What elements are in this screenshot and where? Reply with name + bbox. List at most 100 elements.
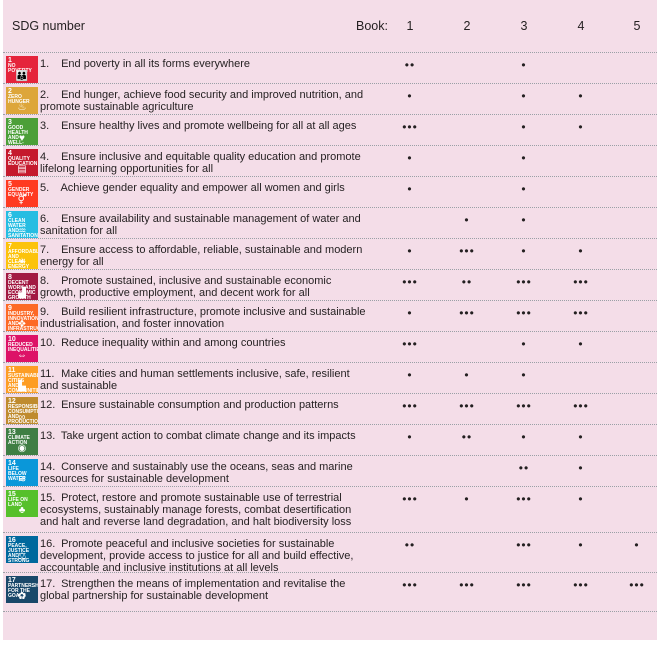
book-2-marker: • <box>464 368 470 382</box>
book-3-marker: • <box>521 213 527 227</box>
book-column-2: 2 <box>463 19 471 33</box>
goal-number: 5. <box>40 182 50 194</box>
book-1-marker: • <box>407 182 413 196</box>
table-row: 12RESPONSIBLE CONSUMPTION AND PRODUCTION… <box>3 393 657 424</box>
book-3-marker: • <box>521 151 527 165</box>
book-4-marker: ••• <box>573 306 589 320</box>
goal-number: 14. <box>40 461 56 473</box>
sdg-table-background <box>3 0 657 640</box>
sdg-tile-number: 15 <box>8 491 16 498</box>
sdg-tile-label: PARTNERSHIPS FOR THE GOALS <box>8 583 38 599</box>
sdg-tile-number: 6 <box>8 212 12 219</box>
fish-icon: ≋ <box>17 474 27 485</box>
goal-description: 10. Reduce inequality within and among c… <box>40 337 370 349</box>
goal-text: Promote sustained, inclusive and sustain… <box>40 275 332 299</box>
sdg-tile-label: PEACE, JUSTICE AND STRONG INSTITUTIONS <box>8 543 30 564</box>
sdg-tile: 11SUSTAINABLE CITIES AND COMMUNITIES▙ <box>6 366 38 393</box>
book-3-marker: ••• <box>516 275 532 289</box>
book-icon: ▤ <box>17 164 27 175</box>
sdg-tile-label: AFFORDABLE AND CLEAN ENERGY <box>8 249 38 270</box>
sdg-tile-number: 1 <box>8 57 12 64</box>
book-2-marker: ••• <box>459 244 475 258</box>
book-4-marker: • <box>578 244 584 258</box>
book-1-marker: ••• <box>402 578 418 592</box>
goal-number: 7. <box>40 244 50 256</box>
book-header-label: Book: <box>356 19 388 33</box>
goal-description: 9. Build resilient infrastructure, promo… <box>40 306 370 330</box>
book-4-marker: • <box>578 430 584 444</box>
goal-description: 16. Promote peaceful and inclusive socie… <box>40 538 370 574</box>
book-5-marker: ••• <box>629 578 645 592</box>
book-3-marker: ••• <box>516 306 532 320</box>
table-row: 14 LIFE BELOW WATER ≋ 14. Conserve and sust… <box>3 455 657 486</box>
goal-number: 4. <box>40 151 50 163</box>
book-3-marker: ••• <box>516 399 532 413</box>
tree-icon: ♣ <box>18 505 26 516</box>
book-4-marker: • <box>578 461 584 475</box>
goal-text: Protect, restore and promote sustainable… <box>40 492 352 528</box>
city-icon: ▙ <box>18 381 26 392</box>
table-row: 11SUSTAINABLE CITIES AND COMMUNITIES▙11.… <box>3 362 657 393</box>
book-4-marker: • <box>578 89 584 103</box>
book-4-marker: • <box>578 120 584 134</box>
book-2-marker: •• <box>461 430 473 444</box>
sdg-tile-number: 10 <box>8 336 16 343</box>
goal-number: 16. <box>40 538 56 550</box>
goal-text: Conserve and sustainably use the oceans,… <box>40 461 353 485</box>
cubes-icon: ❖ <box>17 319 27 330</box>
book-2-marker: ••• <box>459 306 475 320</box>
table-row: 7AFFORDABLE AND CLEAN ENERGY☀7. Ensure a… <box>3 238 657 269</box>
book-4-marker: • <box>578 337 584 351</box>
book-4-marker: • <box>578 538 584 552</box>
sdg-tile-label: NO POVERTY <box>8 63 32 74</box>
sdg-tile-label: INDUSTRY, INNOVATION AND INFRASTRUCTURE <box>8 311 38 332</box>
eye-globe-icon: ◉ <box>17 443 27 454</box>
goal-description: 13. Take urgent action to combat climate… <box>40 430 370 442</box>
sdg-rows: 1 NO POVERTY 👪 1. End poverty in all its fo… <box>3 52 657 612</box>
book-5-marker: • <box>634 538 640 552</box>
sdg-tile-label: DECENT WORK AND ECONOMIC GROWTH <box>8 280 36 301</box>
sdg-tile: 12RESPONSIBLE CONSUMPTION AND PRODUCTION… <box>6 397 38 424</box>
goal-number: 12. <box>40 399 56 411</box>
goal-number: 13. <box>40 430 56 442</box>
sdg-tile-number: 2 <box>8 88 12 95</box>
sdg-tile: 1 NO POVERTY 👪 <box>6 56 38 83</box>
book-3-marker: • <box>521 58 527 72</box>
dove-icon: ⚖ <box>17 551 27 562</box>
sdg-tile: 17PARTNERSHIPS FOR THE GOALS✿ <box>6 576 38 603</box>
table-row: 15 LIFE ON LAND ♣ 15. Protect, restore and … <box>3 486 657 532</box>
goal-text: Ensure healthy lives and promote wellbei… <box>61 120 357 132</box>
book-3-marker: • <box>521 182 527 196</box>
goal-number: 8. <box>40 275 50 287</box>
goal-text: Achieve gender equality and empower all … <box>60 182 345 194</box>
growth-icon: ▟ <box>18 288 26 299</box>
book-2-marker: • <box>464 213 470 227</box>
goal-description: 1. End poverty in all its forms everywhe… <box>40 58 370 70</box>
goal-text: Take urgent action to combat climate cha… <box>60 430 356 442</box>
goal-number: 10. <box>40 337 56 349</box>
goal-number: 2. <box>40 89 50 101</box>
book-3-marker: • <box>521 120 527 134</box>
book-1-marker: • <box>407 368 413 382</box>
goal-text: Reduce inequality within and among count… <box>61 337 286 349</box>
sdg-tile-number: 13 <box>8 429 16 436</box>
book-2-marker: ••• <box>459 578 475 592</box>
book-3-marker: • <box>521 430 527 444</box>
sdg-tile: 7AFFORDABLE AND CLEAN ENERGY☀ <box>6 242 38 269</box>
goal-description: 14. Conserve and sustainably use the oce… <box>40 461 370 485</box>
sun-icon: ☀ <box>17 257 27 268</box>
table-row: 2 ZERO HUNGER ♨ 2. End hunger, achieve food… <box>3 83 657 114</box>
book-1-marker: • <box>407 244 413 258</box>
book-1-marker: ••• <box>402 275 418 289</box>
sdg-tile-number: 9 <box>8 305 12 312</box>
sdg-tile: 5 GENDER EQUALITY ⚥ <box>6 180 38 207</box>
book-1-marker: • <box>407 89 413 103</box>
goal-number: 15. <box>40 492 56 504</box>
sdg-number-header: SDG number <box>12 19 85 33</box>
bowl-icon: ♨ <box>17 102 27 113</box>
table-header: SDG number Book: 1 2 3 4 5 <box>0 0 660 52</box>
sdg-tile: 4 QUALITY EDUCATION ▤ <box>6 149 38 176</box>
goal-description: 5. Achieve gender equality and empower a… <box>40 182 370 194</box>
